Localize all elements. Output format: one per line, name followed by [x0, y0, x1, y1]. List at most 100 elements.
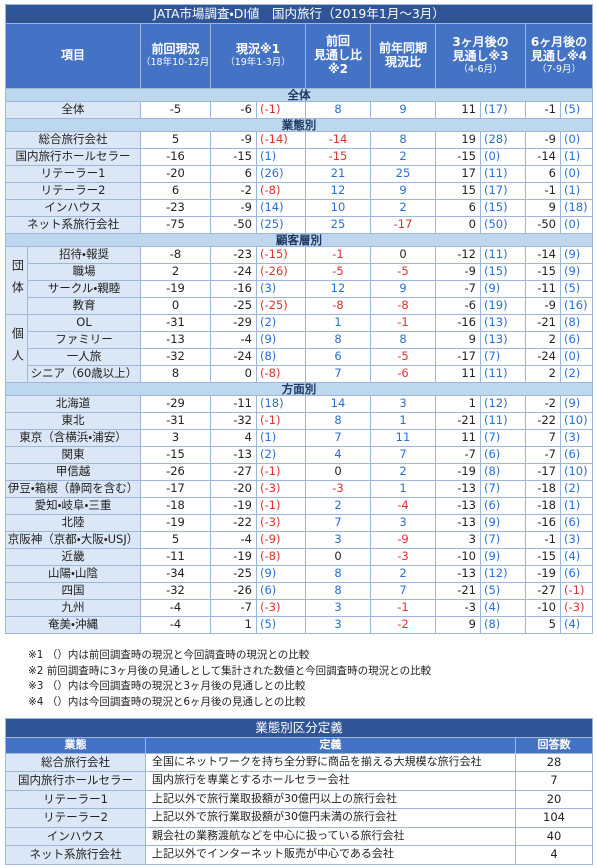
value-cell: -14 [525, 148, 561, 166]
value-cell: (5) [559, 101, 594, 119]
column-header-line: 見通し※3 [452, 48, 509, 63]
value-cell: -7 [435, 280, 481, 298]
definition-title: 業態別区分定義 [4, 718, 594, 738]
value-cell: (9) [559, 395, 594, 413]
value-cell: (2) [559, 480, 594, 498]
value-cell: (10) [559, 412, 594, 430]
value-cell: 11 [435, 365, 481, 383]
value-cell: 17 [435, 165, 481, 183]
definition-cell: リテーラー2 [5, 808, 146, 828]
value-cell: (12) [480, 565, 526, 583]
column-header-line: 見通し比 [313, 48, 362, 63]
data-row: 団体 招待・報奨 -8 -23 (-15) -1 0 -12 (11) -14 (9) [5, 246, 594, 315]
title-row: JATA市場調査・DI値 国内旅行（2019年1月～3月） [4, 4, 594, 24]
value-cell: 8 [370, 131, 436, 149]
value-cell: -26 [210, 582, 257, 600]
value-cell: (16) [559, 297, 594, 315]
value-cell: -31 [140, 314, 211, 332]
value-cell: -13 [210, 446, 257, 464]
value-cell: (7) [480, 531, 526, 549]
value-cell: 8 [305, 582, 371, 600]
value-cell: 9 [435, 616, 481, 634]
data-row: リテーラー2 6 -2 (-8) 12 9 15 (17) -1 (1) [5, 182, 594, 200]
value-cell: -5 [140, 101, 211, 119]
value-cell: (26) [256, 165, 306, 183]
value-cell: (11) [480, 365, 526, 383]
header-row: 項目前回現況（18年10-12月）現況※1（19年1-3月）前回見通し比※2前年… [5, 23, 594, 89]
value-cell: (11) [480, 246, 526, 264]
definition-cell: 40 [514, 826, 594, 846]
column-header-sub: （7-9月） [536, 64, 582, 76]
section-title: 業態別 [4, 118, 594, 132]
value-cell: 2 [370, 148, 436, 166]
value-cell: 3 [305, 616, 371, 634]
row-label: OL [27, 314, 141, 332]
definition-row: 総合旅行会社 全国にネットワークを持ち全分野に商品を揃える大規模な旅行会社 28 [5, 752, 594, 772]
row-label: インハウス [5, 199, 141, 217]
value-cell: -9 [370, 531, 436, 549]
column-header: 6ヶ月後の 見通し※4 （7-9月） [524, 23, 594, 89]
value-cell: (6) [559, 331, 594, 349]
value-cell: (1) [559, 182, 594, 200]
value-cell: (4) [559, 616, 594, 634]
value-cell: 8 [305, 412, 371, 430]
value-cell: -15 [305, 148, 371, 166]
value-cell: -9 [210, 199, 257, 217]
value-cell: -11 [525, 280, 561, 298]
value-cell: -27 [525, 582, 561, 600]
data-row: 奄美・沖縄 -4 1 (5) 3 -2 9 (8) 5 (4) [5, 616, 594, 634]
value-cell: (3) [559, 429, 594, 447]
definition-cell: 総合旅行会社 [5, 752, 146, 772]
value-cell: -16 [140, 148, 211, 166]
value-cell: -4 [210, 531, 257, 549]
value-cell: -7 [210, 599, 257, 617]
value-cell: -18 [525, 480, 561, 498]
value-cell: -19 [435, 463, 481, 481]
value-cell: (5) [480, 582, 526, 600]
section-row: 方面別 [4, 382, 594, 396]
value-cell: (-1) [256, 412, 306, 430]
value-cell: 15 [435, 182, 481, 200]
row-label: 教育 [27, 297, 141, 315]
value-cell: (8) [480, 463, 526, 481]
definition-cell: 全国にネットワークを持ち全分野に商品を揃える大規模な旅行会社 [145, 752, 516, 772]
column-header-line: 前年同期 [378, 41, 427, 56]
definition-cell: 国内旅行を専業とするホールセラー会社 [145, 771, 516, 791]
value-cell: 8 [305, 565, 371, 583]
value-cell: -29 [140, 395, 211, 413]
value-cell: 6 [435, 199, 481, 217]
value-cell: -19 [525, 565, 561, 583]
value-cell: (-8) [256, 182, 306, 200]
value-cell: (-3) [256, 514, 306, 532]
definition-cell: 4 [514, 845, 594, 865]
value-cell: (-3) [256, 599, 306, 617]
value-cell: (-9) [256, 531, 306, 549]
definition-cell: インハウス [5, 826, 146, 846]
value-cell: -5 [370, 348, 436, 366]
value-cell: (-8) [256, 365, 306, 383]
value-cell: 5 [140, 131, 211, 149]
column-header-line: ※2 [327, 61, 348, 76]
value-cell: 11 [370, 429, 436, 447]
value-cell: (-1) [256, 497, 306, 515]
data-row: 一人旅 -32 -24 (8) 6 -5 -17 (7) -24 (0) [6, 348, 594, 366]
row-label: リテーラー1 [5, 165, 141, 183]
value-cell: -25 [210, 297, 257, 315]
data-row: 愛知・岐阜・三重 -18 -19 (-1) 2 -4 -13 (6) -18 (1) [5, 497, 594, 515]
value-cell: -8 [370, 297, 436, 315]
value-cell: -6 [210, 101, 257, 119]
definition-row: リテーラー1 上記以外で旅行業取扱額が30億円以上の旅行会社 20 [5, 789, 594, 809]
row-label: 一人旅 [27, 348, 141, 366]
value-cell: (5) [559, 280, 594, 298]
value-cell: (6) [559, 565, 594, 583]
value-cell: -5 [305, 263, 371, 281]
definition-header-row: 業態 定義 回答数 [5, 736, 594, 754]
row-label: 九州 [5, 599, 141, 617]
value-cell: -16 [210, 280, 257, 298]
value-cell: 1 [305, 314, 371, 332]
row-label: 北海道 [5, 395, 141, 413]
value-cell: -24 [210, 348, 257, 366]
value-cell: (9) [559, 263, 594, 281]
value-cell: -9 [210, 131, 257, 149]
column-header-line: 見通し※4 [530, 48, 588, 63]
